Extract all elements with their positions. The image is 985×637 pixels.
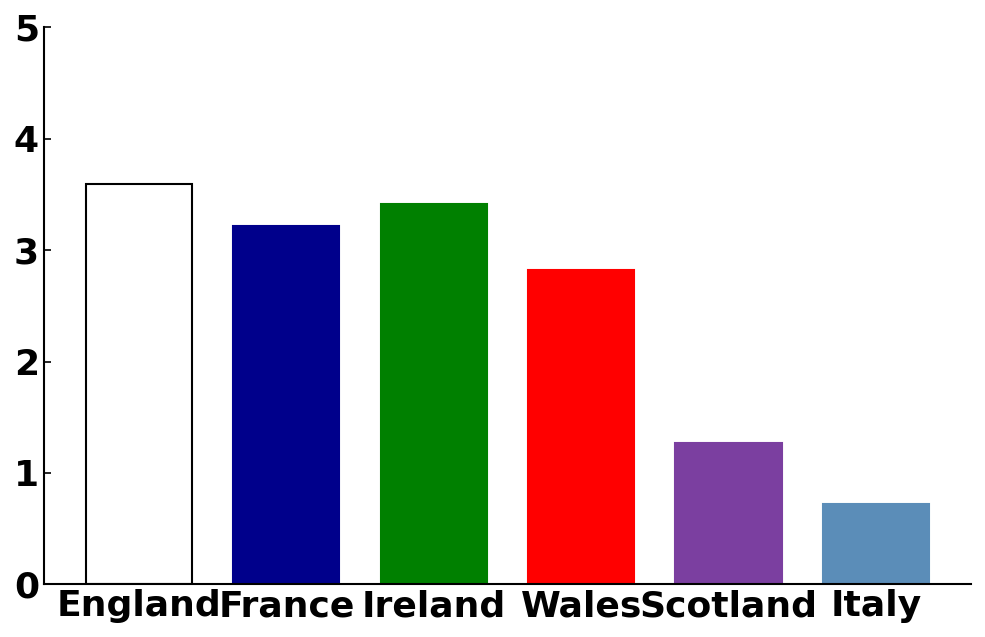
Bar [86, 185, 192, 584]
Bar [822, 504, 929, 584]
Bar [528, 270, 634, 584]
Bar [676, 443, 781, 584]
Bar [381, 204, 487, 584]
Bar [233, 225, 340, 584]
